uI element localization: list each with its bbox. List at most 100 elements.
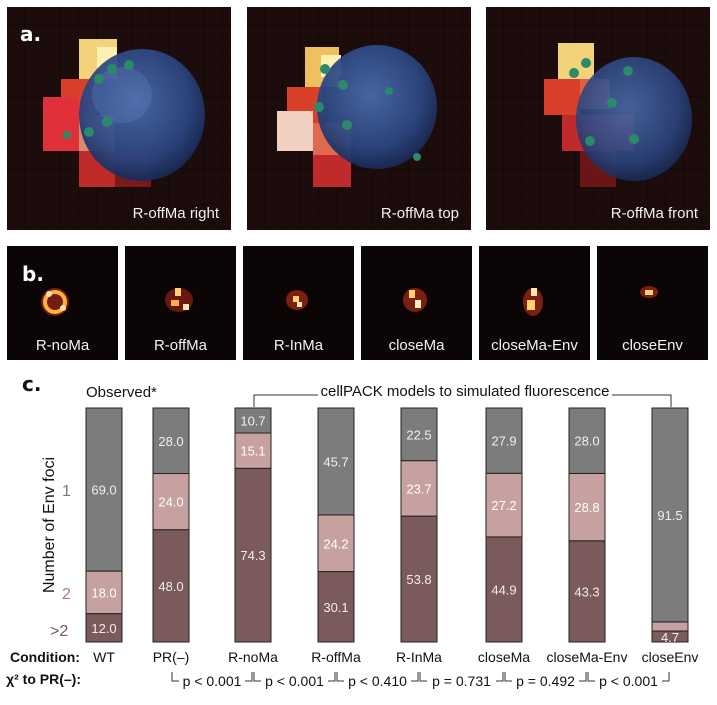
p-bracket-left — [587, 672, 595, 682]
fluor-image-r-nomaa: R-noMa — [7, 246, 118, 360]
p-bracket-left — [419, 672, 427, 682]
value-label: 15.1 — [240, 444, 265, 459]
p-bracket-right — [662, 672, 670, 682]
panel-c-label: c. — [22, 372, 42, 396]
condition-row-label: Condition: — [10, 649, 80, 665]
condition-label: closeEnv — [642, 649, 699, 665]
bar-segment-1-R-InMa — [400, 407, 438, 462]
render-image-right: R-offMa right — [7, 7, 231, 230]
fluor-r-offma-caption: R-offMa — [153, 337, 208, 354]
value-label: 53.8 — [406, 572, 431, 587]
render-top-graphic — [247, 7, 471, 230]
p-bracket-left — [253, 672, 261, 682]
value-label: 18.0 — [91, 585, 116, 600]
render-image-front: R-offMa front — [486, 7, 710, 230]
value-label: 27.2 — [491, 498, 516, 513]
bar-segment-2-PR(–) — [152, 473, 190, 531]
p-bracket-left — [336, 672, 344, 682]
panel-a-label: a. — [20, 22, 42, 46]
value-label: 43.3 — [574, 584, 599, 599]
value-label: 24.2 — [323, 536, 348, 551]
fluor-image-closema-env: closeMa-Env — [479, 246, 590, 360]
fluor-closema-env-graphic — [479, 246, 590, 360]
fluor-image-closema: closeMa — [361, 246, 472, 360]
bar-segment-1-R-noMa — [234, 407, 272, 434]
render-front-caption: R-offMa front — [610, 205, 698, 222]
fluor-image-closeenv: closeEnv — [597, 246, 708, 360]
bar-segment-2-closeMa — [485, 472, 523, 538]
condition-label: R-offMa — [311, 649, 361, 665]
fluor-r-offma-graphic — [125, 246, 236, 360]
p-value-label: p < 0.001 — [265, 673, 324, 689]
bar-segment-1-closeMa — [485, 407, 523, 474]
fluor-r-noma-graphic — [7, 246, 118, 360]
fluor-r-noma-caption: R-noMa — [35, 337, 90, 354]
p-bracket-right — [496, 672, 504, 682]
bar-segment-2-R-noMa — [234, 432, 272, 469]
value-label: 24.0 — [158, 495, 183, 510]
value-label: 10.7 — [240, 414, 265, 429]
value-label: 27.9 — [491, 434, 516, 449]
fluor-r-inma-caption: R-InMa — [273, 337, 324, 354]
fluor-closema-env-caption: closeMa-Env — [491, 337, 578, 354]
value-label: 74.3 — [240, 548, 265, 563]
bar-segment-1-WT — [85, 407, 123, 572]
value-label: 30.1 — [323, 600, 348, 615]
fluor-image-r-offma: R-offMa — [125, 246, 236, 360]
bar-segment-gt2-closeMa — [485, 536, 523, 643]
fluor-closeenv-graphic — [597, 246, 708, 360]
foci-gt2-label: >2 — [50, 623, 68, 640]
p-bracket-right — [328, 672, 336, 682]
value-label: 28.8 — [574, 500, 599, 515]
p-bracket-right — [245, 672, 253, 682]
foci-1-label: 1 — [62, 483, 71, 500]
bar-segment-1-closeEnv — [651, 407, 689, 623]
fluor-closeenv-caption: closeEnv — [622, 337, 683, 354]
p-value-label: p < 0.001 — [599, 673, 658, 689]
bar-segment-1-PR(–) — [152, 407, 190, 475]
bar-segment-2-closeMa-Env — [568, 472, 606, 542]
value-label: 45.7 — [323, 454, 348, 469]
condition-label: closeMa — [478, 649, 530, 665]
value-label: 23.7 — [406, 481, 431, 496]
value-label: 28.0 — [574, 434, 599, 449]
bar-segment-2-R-offMa — [317, 514, 355, 573]
value-label: 48.0 — [158, 579, 183, 594]
value-label: 69.0 — [91, 483, 116, 498]
foci-2-label: 2 — [62, 586, 71, 603]
value-label: 4.7 — [661, 630, 679, 645]
p-value-label: p < 0.001 — [183, 673, 242, 689]
fluor-closema-graphic — [361, 246, 472, 360]
condition-label: closeMa-Env — [547, 649, 628, 665]
bar-segment-gt2-R-InMa — [400, 515, 438, 643]
chi-square-label: χ² to PR(–): — [6, 671, 81, 687]
p-bracket-right — [579, 672, 587, 682]
value-label: 44.9 — [491, 582, 516, 597]
condition-label: WT — [93, 649, 115, 665]
bar-segment-1-R-offMa — [317, 407, 355, 516]
render-front-graphic — [486, 7, 710, 230]
bar-segment-gt2-R-noMa — [234, 467, 272, 643]
panel-b-label: b. — [22, 262, 44, 286]
condition-label: PR(–) — [153, 649, 190, 665]
condition-label: R-noMa — [228, 649, 278, 665]
p-bracket-left — [171, 672, 179, 682]
y-axis-label: Number of Env foci — [41, 457, 58, 593]
value-label: 22.5 — [406, 427, 431, 442]
p-value-label: p = 0.492 — [516, 673, 575, 689]
bar-segment-2-R-InMa — [400, 460, 438, 517]
render-image-top: R-offMa top — [247, 7, 471, 230]
p-value-label: p < 0.410 — [348, 673, 407, 689]
render-right-caption: R-offMa right — [132, 205, 219, 222]
fluor-r-inma-graphic — [243, 246, 354, 360]
models-bracket-left — [253, 394, 318, 407]
value-label: 12.0 — [91, 621, 116, 636]
observed-label: Observed* — [86, 384, 157, 401]
fluor-image-r-inma: R-InMa — [243, 246, 354, 360]
bar-segment-gt2-WT — [85, 613, 123, 643]
render-right-graphic — [7, 7, 231, 230]
bar-segment-gt2-PR(–) — [152, 529, 190, 643]
value-label: 91.5 — [657, 508, 682, 523]
p-bracket-left — [504, 672, 512, 682]
bar-segment-2-WT — [85, 570, 123, 615]
